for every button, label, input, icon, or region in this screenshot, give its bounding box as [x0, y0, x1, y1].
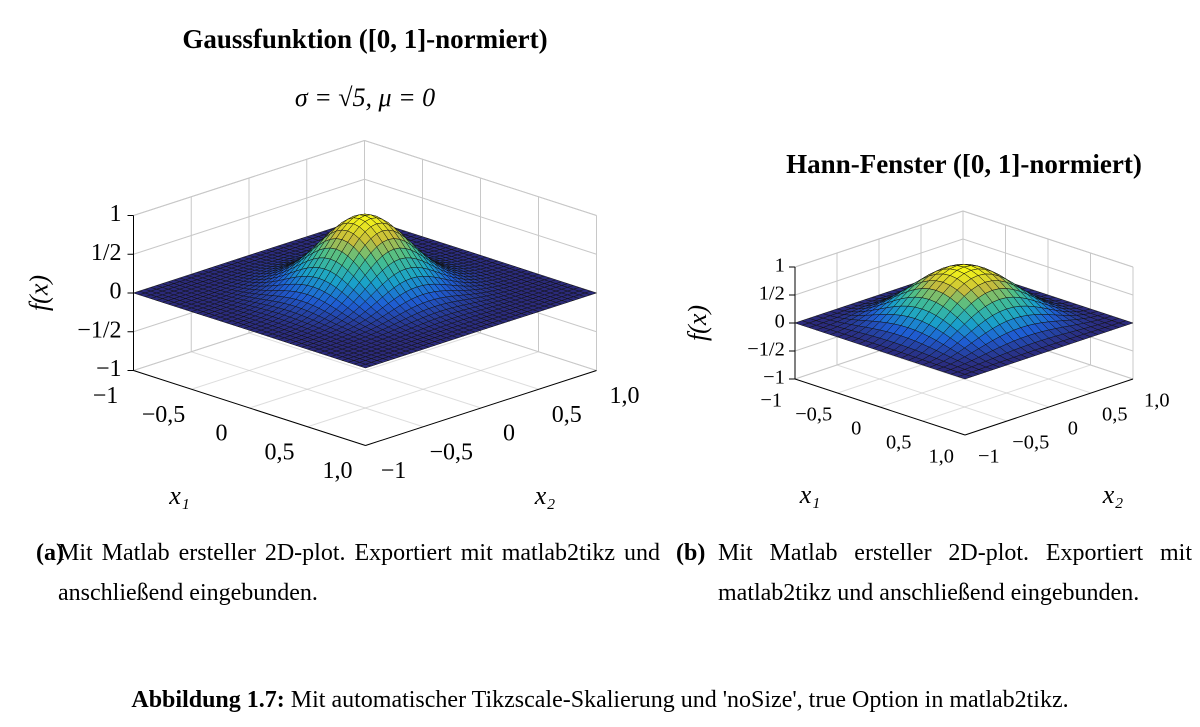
- x-axis-label: x₁: [799, 480, 821, 509]
- y-tick-label: 0: [1068, 418, 1078, 440]
- z-tick-label: 1: [775, 255, 785, 277]
- x-tick-label: 0,5: [265, 439, 295, 465]
- surface-plot: Hann-Fenster ([0, 1]-normiert) −1 −1/2 0 1/2…: [683, 149, 1169, 509]
- y-tick-label: 1,0: [1144, 390, 1170, 412]
- y-tick-label: −1: [381, 458, 407, 484]
- box-edge: [133, 140, 365, 216]
- surface-patch: [358, 363, 373, 369]
- subcaption-label: (b): [676, 540, 706, 566]
- plot-title: Hann-Fenster ([0, 1]-normiert): [786, 149, 1142, 179]
- z-tick-label: 1/2: [759, 283, 785, 305]
- x-tick-label: 1,0: [323, 458, 353, 484]
- grid-line: [248, 332, 482, 409]
- x-axis-label: x₁: [168, 481, 190, 510]
- x-axis: [133, 370, 366, 446]
- subcaption-text: Mit Matlab ersteller 2D-plot. Exportiert…: [58, 540, 660, 606]
- surface-plot: Gaussfunktion ([0, 1]-normiert) σ = √5, μ…: [24, 24, 639, 510]
- caption-label: Abbildung 1.7:: [131, 687, 285, 713]
- grid-line: [191, 351, 424, 428]
- z-tick-label: 1: [110, 201, 122, 227]
- y-tick-label: 0,5: [552, 402, 582, 428]
- x-tick-label: 1,0: [928, 446, 954, 468]
- y-tick-label: 0: [503, 421, 515, 447]
- y-axis-label: x₂: [1102, 480, 1124, 509]
- subcaption-b: (b) Mit Matlab ersteller 2D-plot. Export…: [676, 533, 1192, 613]
- z-axis-label: f(x): [24, 275, 53, 311]
- y-tick-label: −0,5: [429, 439, 473, 465]
- y-axis: [964, 378, 1134, 436]
- z-tick-label: −1: [96, 356, 122, 382]
- box-edge: [962, 210, 1134, 268]
- z-tick-label: 0: [775, 311, 785, 333]
- box-edge: [794, 210, 964, 268]
- x-tick-label: 0,5: [886, 432, 912, 454]
- grid-line: [878, 350, 1050, 408]
- z-axis-label: f(x): [683, 305, 712, 341]
- x-tick-label: −1: [93, 383, 119, 409]
- figure-caption: Abbildung 1.7: Mit automatischer Tikzsca…: [0, 680, 1200, 720]
- x-tick-label: 0: [216, 421, 228, 447]
- z-tick-label: −1: [763, 367, 785, 389]
- surface-patch: [957, 374, 973, 380]
- grid-line: [836, 364, 1008, 422]
- caption-text: Mit automatischer Tikzscale-Skalierung u…: [290, 687, 1069, 713]
- y-tick-label: 1,0: [610, 383, 640, 409]
- plot-subtitle: σ = √5, μ = 0: [295, 83, 435, 112]
- x-tick-label: −0,5: [142, 402, 186, 428]
- x-tick-label: −0,5: [795, 404, 832, 426]
- y-tick-label: −0,5: [1012, 432, 1049, 454]
- z-tick-label: −1/2: [747, 339, 785, 361]
- subcaption-label: (a): [36, 540, 64, 566]
- subcaption-a: (a) Mit Matlab ersteller 2D-plot. Export…: [36, 533, 660, 613]
- subcaption-text: Mit Matlab ersteller 2D-plot. Exportiert…: [718, 540, 1192, 606]
- z-tick-label: −1/2: [77, 317, 121, 343]
- y-tick-label: −1: [978, 446, 1000, 468]
- y-axis-label: x₂: [534, 481, 556, 510]
- y-tick-label: 0,5: [1102, 404, 1128, 426]
- y-axis: [365, 370, 597, 446]
- z-tick-label: 0: [110, 279, 122, 305]
- x-tick-label: 0: [851, 418, 861, 440]
- plot-title: Gaussfunktion ([0, 1]-normiert): [182, 24, 547, 54]
- x-tick-label: −1: [760, 390, 782, 412]
- x-axis: [794, 378, 966, 436]
- box-edge: [364, 140, 597, 216]
- z-tick-label: 1/2: [91, 240, 122, 266]
